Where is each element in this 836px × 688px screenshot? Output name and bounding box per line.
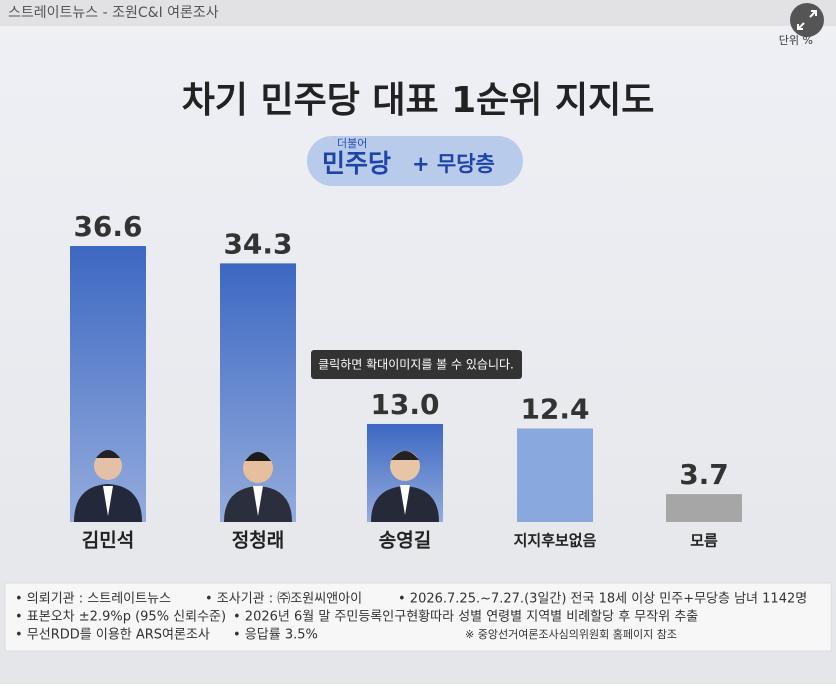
tooltip: 클릭하면 확대이미지를 볼 수 있습니다.	[318, 358, 514, 372]
footer-note: • 2026년 6월 말 주민등록인구현황따라 성별 연령별 지역별 비례할당 …	[233, 610, 698, 625]
badge-small: 더불어	[337, 137, 367, 150]
footer-note: ※ 중앙선거여론조사심의위원회 홈페이지 참조	[465, 627, 677, 641]
source: 스트레이트뉴스 - 조원C&I 여론조사	[8, 5, 219, 21]
footer-note: • 무선RDD를 이용한 ARS여론조사	[15, 628, 210, 643]
footer-note: • 2026.7.25.~7.27.(3일간) 전국 18세 이상 민주+무당층…	[398, 592, 807, 607]
expand-button[interactable]	[790, 3, 824, 37]
footer-note: • 표본오차 ±2.9%p (95% 신뢰수준)	[15, 610, 226, 625]
value-label: 3.7	[679, 458, 729, 491]
bar	[666, 494, 742, 522]
category-label: 정청래	[232, 530, 284, 552]
footer-box	[4, 582, 832, 652]
category-label: 김민석	[82, 530, 134, 552]
category-label: 지지후보없음	[514, 532, 597, 550]
category-label: 송영길	[379, 530, 431, 552]
photos	[74, 450, 439, 522]
footer-note: • 의뢰기관 : 스트레이트뉴스	[15, 592, 171, 607]
unit: 단위 %	[779, 34, 813, 47]
badge-rest: + 무당층	[412, 152, 495, 176]
header-bar	[0, 0, 836, 26]
bar	[517, 428, 593, 522]
badge-party: 민주당	[322, 149, 391, 178]
value-label: 36.6	[73, 210, 142, 243]
bar-shade	[220, 263, 296, 522]
value-label: 13.0	[370, 388, 439, 421]
chart-title: 차기 민주당 대표 1순위 지지도	[182, 80, 655, 121]
value-label: 12.4	[520, 393, 589, 426]
footer-note: • 응답률 3.5%	[233, 628, 318, 643]
tooltip-box	[311, 350, 522, 379]
category-label: 모름	[690, 532, 718, 550]
value-label: 34.3	[223, 227, 292, 260]
footer-note: • 조사기관 : ㈜조원씨앤아이	[205, 592, 362, 607]
badge	[307, 136, 523, 186]
bar-shade	[70, 246, 146, 522]
